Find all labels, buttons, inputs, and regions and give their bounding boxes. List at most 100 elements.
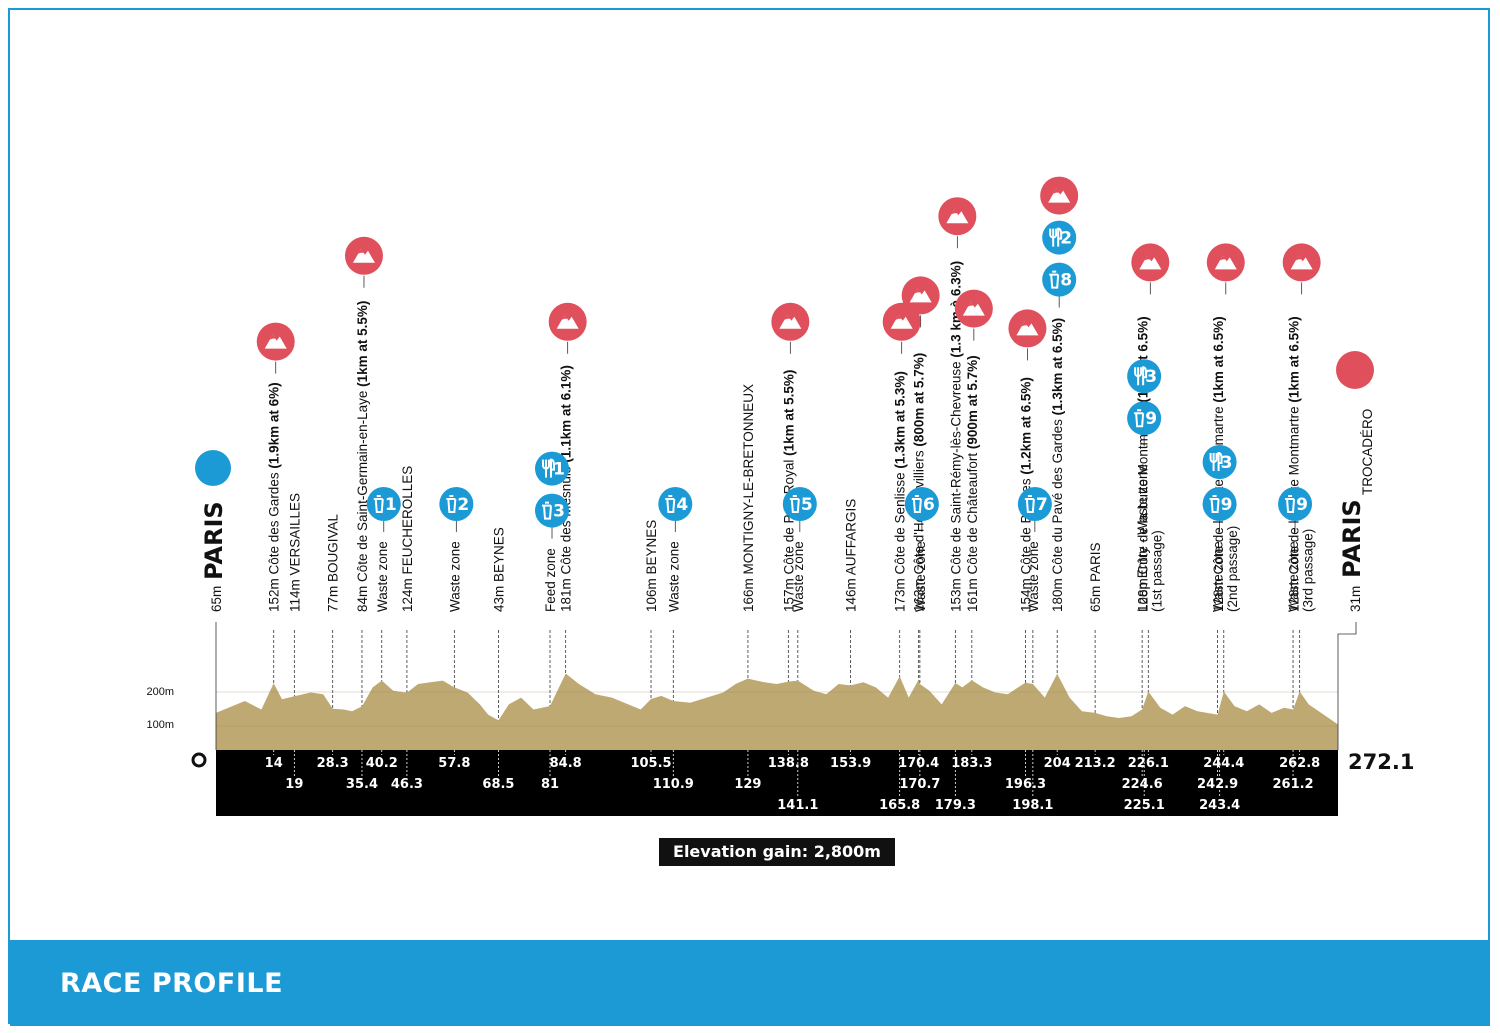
km-marker: 196.3 bbox=[1005, 777, 1046, 792]
snow-cap bbox=[1021, 321, 1028, 327]
zone-number: 2 bbox=[457, 495, 469, 515]
waypoint-text: 106m BEYNES bbox=[644, 520, 659, 612]
waste-zone-icon: 8 bbox=[1042, 262, 1077, 297]
waypoint-label: Waste zone bbox=[1211, 541, 1226, 612]
zone-number: 1 bbox=[385, 495, 397, 515]
bin-icon bbox=[911, 495, 922, 513]
waste-zone-icon: 5 bbox=[782, 487, 817, 521]
waypoint-text: 166m MONTIGNY-LE-BRETONNEUX bbox=[741, 384, 756, 612]
zone-badge bbox=[535, 493, 570, 528]
waypoint-label: 65m PARIS bbox=[1088, 542, 1103, 612]
km-marker: 138.8 bbox=[768, 756, 809, 771]
finish-city: PARIS bbox=[1338, 499, 1366, 578]
waypoint-text: Waste zone bbox=[1286, 541, 1301, 612]
km-marker: 68.5 bbox=[482, 777, 514, 792]
km-marker: 262.8 bbox=[1279, 756, 1320, 771]
km-marker: 46.3 bbox=[391, 777, 423, 792]
fork-icon bbox=[1209, 453, 1218, 471]
climb-gradient: (1.9km at 6%) bbox=[267, 382, 282, 468]
climb-icon bbox=[548, 302, 587, 341]
km-marker: 141.1 bbox=[777, 798, 818, 813]
fork-icon bbox=[1134, 367, 1143, 386]
climb-gradient: (1km at 6.5%) bbox=[1211, 316, 1226, 402]
waypoint-text: 181m Côte des Mesnuls bbox=[559, 463, 574, 612]
finish-marker bbox=[1336, 351, 1374, 389]
waypoint-text: Waste zone bbox=[666, 541, 681, 612]
climb-icon bbox=[901, 276, 940, 315]
zone-badge bbox=[1017, 487, 1052, 521]
zone-number: 5 bbox=[801, 495, 813, 515]
start-city: PARIS bbox=[200, 501, 228, 580]
distance-bar: 14 28.3 40.2 57.8 84.8 105.5 138.8 153.9 170.4 18… bbox=[216, 750, 1338, 816]
climb-icon bbox=[1131, 243, 1170, 282]
waste-zone-icon: 4 bbox=[658, 487, 693, 521]
waypoint-text: 43m BEYNES bbox=[491, 527, 506, 612]
km-marker: 225.1 bbox=[1124, 798, 1165, 813]
waypoint-text: 153m Côte de Saint-Rémy-lès-Chevreuse bbox=[948, 358, 963, 612]
km-marker: 170.7 bbox=[899, 777, 940, 792]
feed-zone-icon: 3 bbox=[1127, 359, 1162, 394]
zone-badge bbox=[439, 487, 474, 521]
waste-zone-icon: 9 bbox=[1127, 401, 1162, 436]
waypoint-text: 77m BOUGIVAL bbox=[326, 513, 341, 612]
zone-number: 1 bbox=[553, 460, 565, 480]
climb-icon bbox=[1008, 309, 1047, 348]
mountain-icon bbox=[909, 288, 932, 303]
waypoint-label: Feed zone bbox=[543, 548, 558, 612]
km-marker: 170.4 bbox=[898, 756, 939, 771]
finish-altitude: 31m bbox=[1348, 586, 1363, 612]
waypoint-icons: 1 2 3 1 4 5 6 7 8 2 9 3 9 3 9 bbox=[256, 176, 1321, 528]
waypoint-text: 124m FEUCHEROLLES bbox=[400, 466, 415, 612]
zone-badge bbox=[366, 487, 401, 521]
snow-cap bbox=[1144, 255, 1151, 261]
waypoint-text: 84m Côte de Saint-Germain-en-Laye bbox=[355, 387, 370, 612]
zone-number: 2 bbox=[1060, 229, 1072, 249]
waypoint-label: 181m Côte des Mesnuls (1.1km at 6.1%) bbox=[559, 365, 574, 612]
zone-number: 4 bbox=[676, 495, 688, 515]
waypoint-text: Waste zone bbox=[447, 541, 462, 612]
climb-gradient: (800m at 5.7%) bbox=[912, 353, 927, 447]
waypoint-label: Loop Entry - Waste zone bbox=[1135, 464, 1150, 612]
waypoint-label: 161m Côte de Châteaufort (900m at 5.7%) bbox=[965, 355, 980, 612]
climb-icon bbox=[938, 197, 977, 236]
zone-badge bbox=[1278, 487, 1313, 521]
waypoint-text: Waste zone bbox=[913, 541, 928, 612]
snow-cap bbox=[951, 209, 958, 215]
zone-badge bbox=[1042, 262, 1077, 297]
km-marker: 165.8 bbox=[879, 798, 920, 813]
mountain-icon bbox=[1016, 321, 1039, 336]
climb-icon bbox=[344, 236, 383, 275]
waypoint-text: Waste zone bbox=[791, 541, 806, 612]
km-marker: 57.8 bbox=[438, 756, 470, 771]
waypoint-label: 146m AUFFARGIS bbox=[844, 499, 859, 612]
km-marker: 14 bbox=[265, 756, 283, 771]
waste-zone-icon: 9 bbox=[1202, 487, 1237, 521]
waypoint-text: 180m Côte du Pavé des Gardes bbox=[1050, 415, 1065, 612]
waste-zone-icon: 6 bbox=[904, 487, 939, 521]
start-km-marker bbox=[191, 752, 207, 768]
footer-bar: RACE PROFILE bbox=[10, 940, 1490, 1026]
km-marker: 129 bbox=[734, 777, 761, 792]
elevation-profile: 200m 100m bbox=[146, 673, 1338, 750]
waypoint-label: 166m MONTIGNY-LE-BRETONNEUX bbox=[741, 384, 756, 612]
finish-subtitle: TROCADÉRO bbox=[1360, 409, 1375, 495]
climb-icon bbox=[771, 302, 810, 341]
waypoint-text: Waste zone bbox=[375, 541, 390, 612]
feed-zone-icon: 2 bbox=[1042, 220, 1077, 255]
waypoint-text: Feed zone bbox=[543, 548, 558, 612]
fork-icon bbox=[1049, 228, 1058, 247]
waypoint-label: 77m BOUGIVAL bbox=[326, 513, 341, 612]
climb-icon bbox=[256, 322, 295, 361]
waypoint-label: 173m Côte de Senlisse (1.3km at 5.3%) bbox=[893, 371, 908, 612]
waypoint-text: Waste zone bbox=[1026, 541, 1041, 612]
zone-badge bbox=[658, 487, 693, 521]
fork-icon bbox=[542, 459, 551, 478]
climb-gradient: (1.3km at 6.5%) bbox=[1050, 318, 1065, 416]
waypoint-text: 146m AUFFARGIS bbox=[844, 499, 859, 612]
waypoint-label: 152m Côte des Gardes (1.9km at 6%) bbox=[267, 382, 282, 612]
climb-gradient: (1.1km at 6.1%) bbox=[559, 365, 574, 463]
start-marker bbox=[195, 450, 231, 486]
waste-zone-icon: 1 bbox=[366, 487, 401, 521]
zone-number: 9 bbox=[1296, 495, 1308, 515]
km-marker: 226.1 bbox=[1128, 756, 1169, 771]
